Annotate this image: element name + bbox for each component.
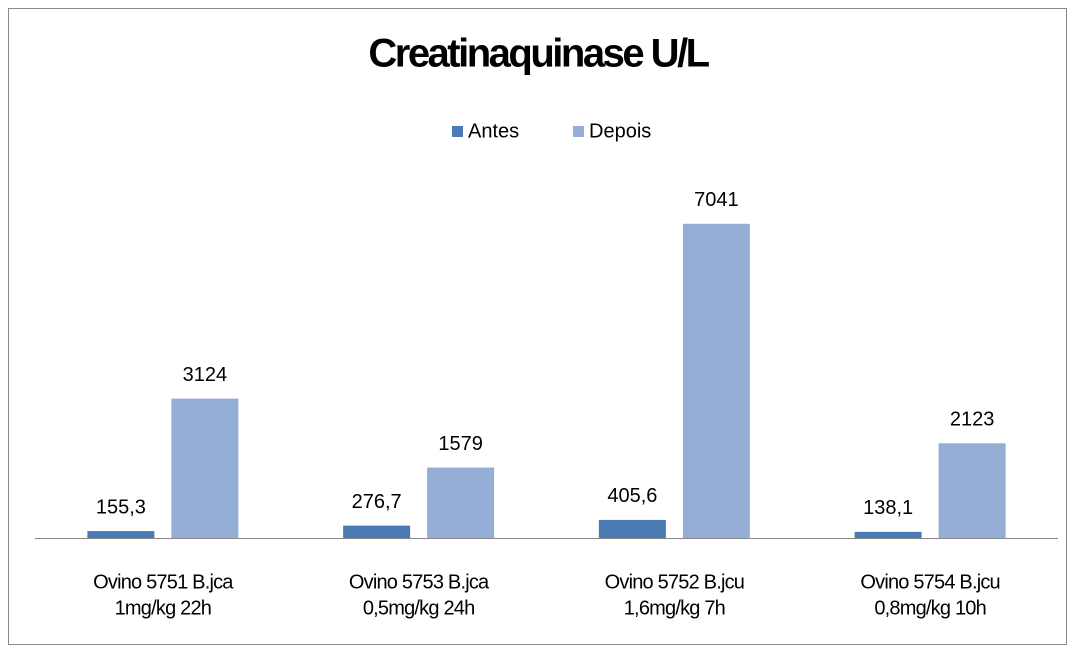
data-label: 3124: [183, 364, 228, 386]
data-label: 155,3: [96, 496, 146, 518]
x-tick-label: 0,5mg/kg 24h: [363, 597, 475, 619]
data-label: 138,1: [863, 497, 913, 519]
legend-label: Depois: [589, 120, 651, 142]
chart-frame: [8, 8, 1067, 645]
bar: [171, 398, 239, 538]
legend-swatch: [573, 126, 584, 137]
x-tick-label: Ovino 5751 B.jca: [93, 571, 234, 593]
x-tick-label: 1,6mg/kg 7h: [624, 597, 725, 619]
data-label: 405,6: [607, 485, 657, 507]
legend-swatch: [452, 126, 463, 137]
data-label: 2123: [950, 409, 995, 431]
data-label: 7041: [694, 189, 739, 211]
x-tick-label: Ovino 5752 B.jcu: [605, 571, 745, 593]
x-tick-label: 0,8mg/kg 10h: [874, 597, 986, 619]
x-tick-label: Ovino 5753 B.jca: [349, 571, 490, 593]
bar: [87, 531, 155, 538]
bar: [427, 467, 495, 538]
data-label: 1579: [438, 433, 483, 455]
chart-title: Creatinaquinase U/L: [368, 32, 709, 76]
data-label: 276,7: [352, 491, 402, 513]
legend-label: Antes: [468, 120, 519, 142]
bar: [938, 443, 1006, 538]
bar: [854, 531, 922, 538]
bar: [343, 525, 411, 538]
bar: [682, 223, 750, 538]
bar: [598, 519, 666, 538]
x-tick-label: 1mg/kg 22h: [115, 597, 212, 619]
x-tick-label: Ovino 5754 B.jcu: [860, 571, 1000, 593]
